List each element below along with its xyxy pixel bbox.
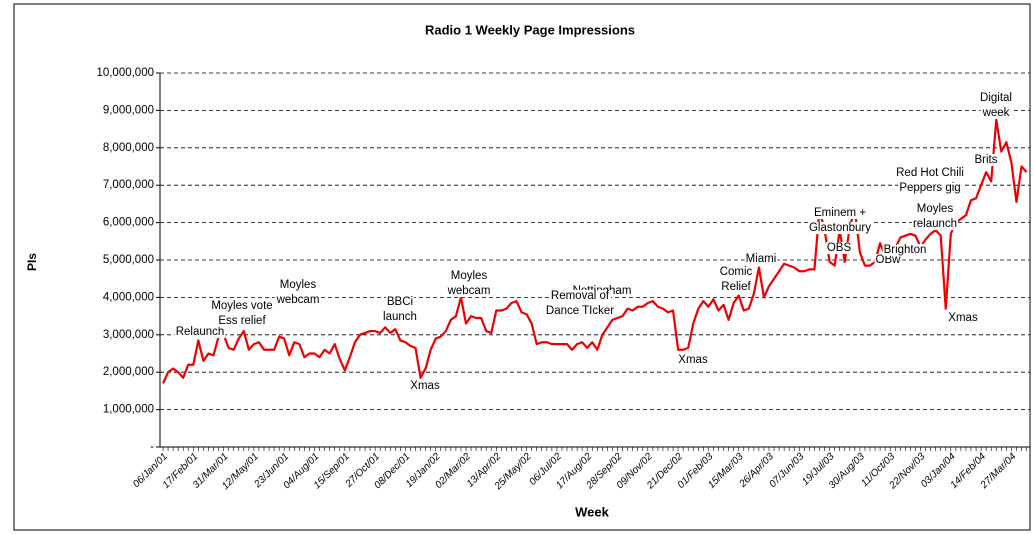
x-axis-label: Week [575,504,609,519]
annotation-background [449,270,489,283]
annotation: Relaunch [176,326,225,338]
annotation-background [274,294,321,307]
y-tick-label: 5,000,000 [103,254,154,266]
annotation-background [720,281,753,294]
annotation-background [549,290,611,303]
annotation-background [744,253,778,266]
annotation-background [807,222,873,235]
annotation-background [278,279,318,292]
annotation: Peppers gig [899,182,960,194]
annotation-background [825,242,853,255]
annotation: Removal of [551,290,610,302]
y-tick-label: 1,000,000 [103,404,154,416]
annotation-background [812,207,868,220]
annotation: Dance TIcker [546,305,614,317]
annotation: Xmas [678,354,708,366]
annotation-background [882,244,928,257]
annotation: Moyles [917,203,954,215]
y-tick-label: 6,000,000 [103,217,154,229]
annotation-background [210,300,274,313]
annotation: Eminem + [814,207,866,219]
y-tick-label: 3,000,000 [103,329,154,341]
chart-border [13,3,1031,531]
annotation-background [385,296,415,309]
annotation: week [982,107,1010,119]
annotation-background [217,315,268,328]
annotation: BBCi [387,296,413,308]
annotation: Moyles [451,270,488,282]
y-tick-label: 2,000,000 [103,366,154,378]
annotation: Digital [980,92,1012,104]
annotation-background [382,311,418,324]
y-tick-label: - [150,441,154,453]
annotation-background [718,266,754,279]
annotation-background [544,305,616,318]
annotation: Relief [721,281,751,293]
annotation-background [895,167,965,180]
annotation: webcam [447,285,491,297]
annotation-background [874,254,903,267]
annotation-background [915,203,955,216]
annotation: Xmas [948,312,978,324]
annotation: Brighton [884,244,927,256]
chart-title: Radio 1 Weekly Page Impressions [425,22,635,37]
annotation-background [947,312,979,325]
annotation-background [409,380,441,393]
annotation: Moyles [280,279,317,291]
annotation: relaunch [913,218,957,230]
annotation: Comic [720,266,753,278]
annotation: Brits [975,154,998,166]
annotation-background [979,92,1013,105]
annotation: Ess relief [218,315,266,327]
y-axis-label: PIs [25,253,39,271]
annotation-background [973,154,999,167]
annotation: OBS [827,242,852,254]
annotation: launch [383,311,417,323]
y-tick-label: 9,000,000 [103,104,154,116]
annotation: webcam [276,294,320,306]
annotation: Miami [746,253,777,265]
annotation-background [911,218,959,231]
annotation: OBw [876,254,902,266]
annotation-background [677,354,709,367]
y-tick-label: 8,000,000 [103,142,154,154]
annotation: Red Hot Chili [896,167,964,179]
annotation-background [445,285,492,298]
annotation: Xmas [410,380,440,392]
y-tick-label: 7,000,000 [103,179,154,191]
annotation: Moyles vote [211,300,272,312]
annotation-background [898,182,962,195]
y-tick-label: 10,000,000 [96,67,154,79]
annotation: Glastonbury [809,222,871,234]
annotation-background [980,107,1011,120]
y-tick-label: 4,000,000 [103,291,154,303]
annotation-background [174,326,226,339]
